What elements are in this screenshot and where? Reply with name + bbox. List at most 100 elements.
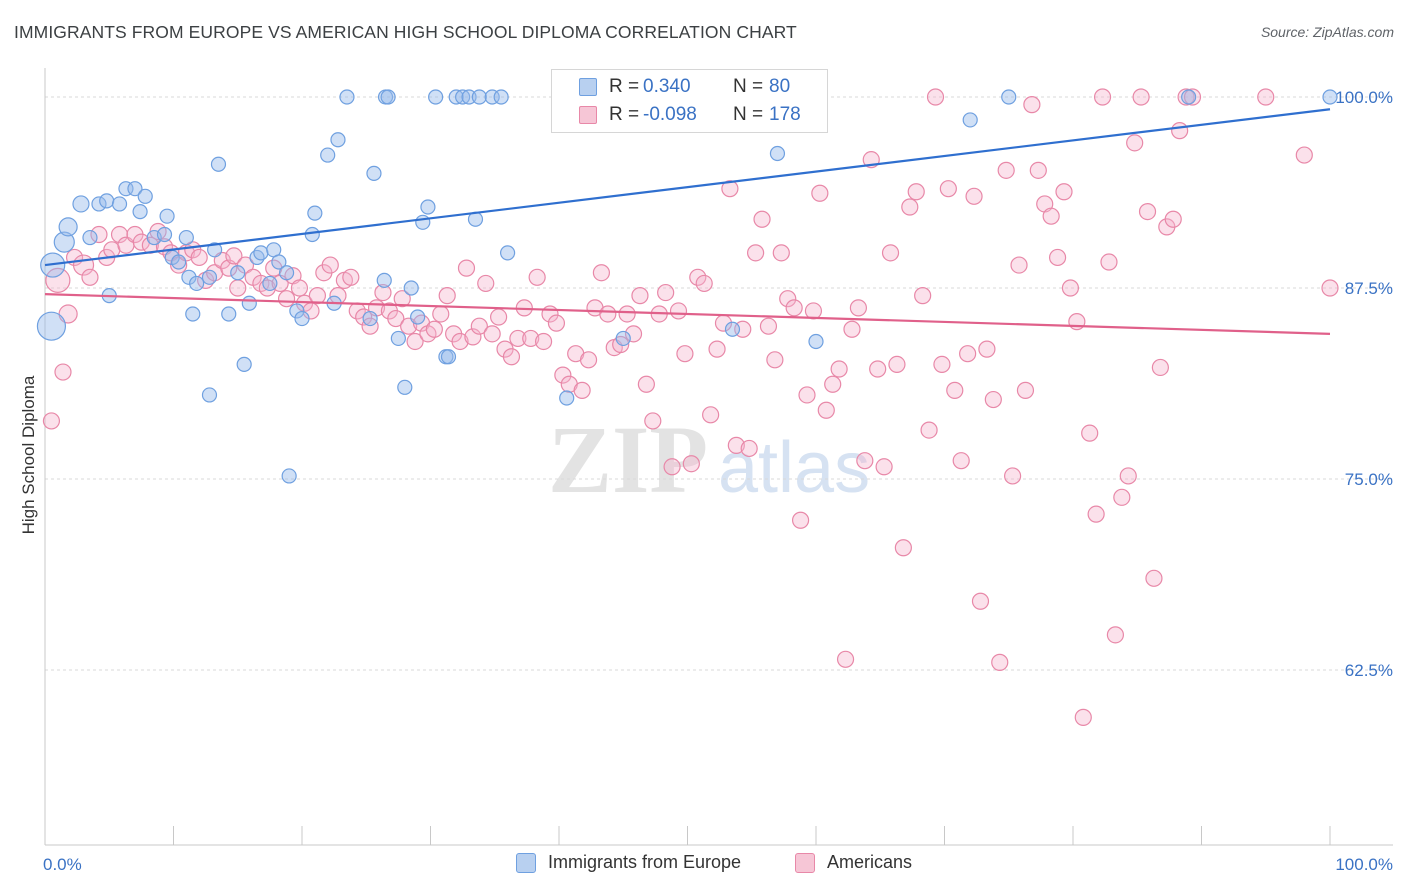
chart-title: IMMIGRANTS FROM EUROPE VS AMERICAN HIGH … xyxy=(14,22,797,42)
point-americans xyxy=(45,267,71,293)
point-europe xyxy=(493,89,509,105)
legend-swatch-americans xyxy=(579,106,597,124)
point-americans xyxy=(1295,146,1313,164)
legend-n-label: N = xyxy=(733,76,764,97)
point-americans xyxy=(901,198,919,216)
point-europe xyxy=(210,156,227,172)
bottom-legend-swatch-americans xyxy=(795,852,815,873)
point-americans xyxy=(470,317,488,335)
point-europe xyxy=(428,89,444,105)
y-tick-label: 75.0% xyxy=(1345,470,1393,489)
point-europe xyxy=(53,231,75,253)
bottom-legend-label-europe: Immigrants from Europe xyxy=(548,852,742,872)
point-americans xyxy=(451,332,469,351)
point-europe xyxy=(1181,89,1197,105)
point-europe xyxy=(127,181,143,197)
legend-n-label: N = xyxy=(733,104,764,125)
point-americans xyxy=(747,244,765,262)
point-europe xyxy=(1001,89,1017,105)
trendline-americans xyxy=(44,293,1331,335)
point-americans xyxy=(425,320,443,338)
point-americans xyxy=(509,329,527,348)
point-americans xyxy=(464,328,482,346)
point-americans xyxy=(817,401,835,419)
point-americans xyxy=(432,305,450,323)
point-americans xyxy=(785,299,803,317)
point-americans xyxy=(374,283,392,302)
point-americans xyxy=(457,259,476,277)
point-americans xyxy=(811,184,829,202)
bottom-legend-americans: Americans xyxy=(795,852,912,873)
point-europe xyxy=(294,310,310,327)
point-americans xyxy=(830,360,848,378)
stats-legend: R = 0.340 N = 80 R = -0.098 N = 178 xyxy=(551,69,828,133)
point-americans xyxy=(1171,122,1189,140)
point-americans xyxy=(907,183,925,201)
point-americans xyxy=(321,256,339,274)
point-europe xyxy=(72,195,90,213)
point-americans xyxy=(708,340,726,358)
point-europe xyxy=(278,265,295,281)
point-americans xyxy=(875,458,893,476)
point-europe xyxy=(185,306,201,322)
point-americans xyxy=(926,88,945,106)
point-americans xyxy=(971,592,990,610)
point-americans xyxy=(824,375,842,393)
point-americans xyxy=(534,332,553,351)
legend-row-americans: R = -0.098 N = 178 xyxy=(552,102,809,128)
point-americans xyxy=(952,452,970,470)
point-europe xyxy=(111,196,128,212)
point-europe xyxy=(397,379,413,395)
point-europe xyxy=(420,199,436,215)
point-americans xyxy=(1145,569,1163,587)
point-europe xyxy=(271,254,287,270)
watermark-zip: ZIP xyxy=(548,406,708,513)
point-americans xyxy=(676,345,694,363)
point-europe xyxy=(132,204,148,220)
point-americans xyxy=(579,351,598,369)
x-tick-label-end: 100.0% xyxy=(1335,855,1393,874)
point-europe xyxy=(221,306,237,322)
point-americans xyxy=(624,325,643,343)
point-europe xyxy=(376,272,392,288)
bottom-legend-label-americans: Americans xyxy=(827,852,913,872)
point-americans xyxy=(1106,626,1125,644)
y-tick-label: 87.5% xyxy=(1345,279,1393,298)
point-americans xyxy=(277,290,296,308)
point-americans xyxy=(1100,253,1118,271)
point-europe xyxy=(304,226,320,243)
point-americans xyxy=(1074,708,1092,726)
point-americans xyxy=(804,302,823,320)
y-axis-label: High School Diploma xyxy=(19,375,38,534)
point-americans xyxy=(1132,88,1150,106)
point-americans xyxy=(1004,467,1022,485)
point-americans xyxy=(1010,256,1028,274)
point-americans xyxy=(920,421,938,439)
point-europe xyxy=(236,356,252,372)
point-americans xyxy=(483,325,501,343)
point-americans xyxy=(573,381,591,399)
point-europe xyxy=(410,309,426,325)
point-europe xyxy=(159,208,175,224)
point-americans xyxy=(522,329,540,348)
point-americans xyxy=(361,317,379,335)
point-americans xyxy=(81,268,99,286)
point-americans xyxy=(554,366,572,384)
legend-n-value-americans: 178 xyxy=(769,104,801,125)
point-americans xyxy=(888,355,906,373)
point-americans xyxy=(236,256,255,274)
point-americans xyxy=(1164,210,1182,228)
point-americans xyxy=(702,406,720,424)
point-americans xyxy=(592,264,611,282)
point-americans xyxy=(528,268,546,286)
point-americans xyxy=(1087,505,1105,523)
point-europe xyxy=(137,188,153,204)
point-europe xyxy=(615,330,631,347)
point-americans xyxy=(1093,88,1112,106)
point-americans xyxy=(766,351,784,369)
point-europe xyxy=(36,311,67,341)
legend-r-label: R = xyxy=(609,76,640,97)
point-europe xyxy=(1322,89,1338,105)
source-label: Source: ZipAtlas.com xyxy=(1260,24,1394,40)
